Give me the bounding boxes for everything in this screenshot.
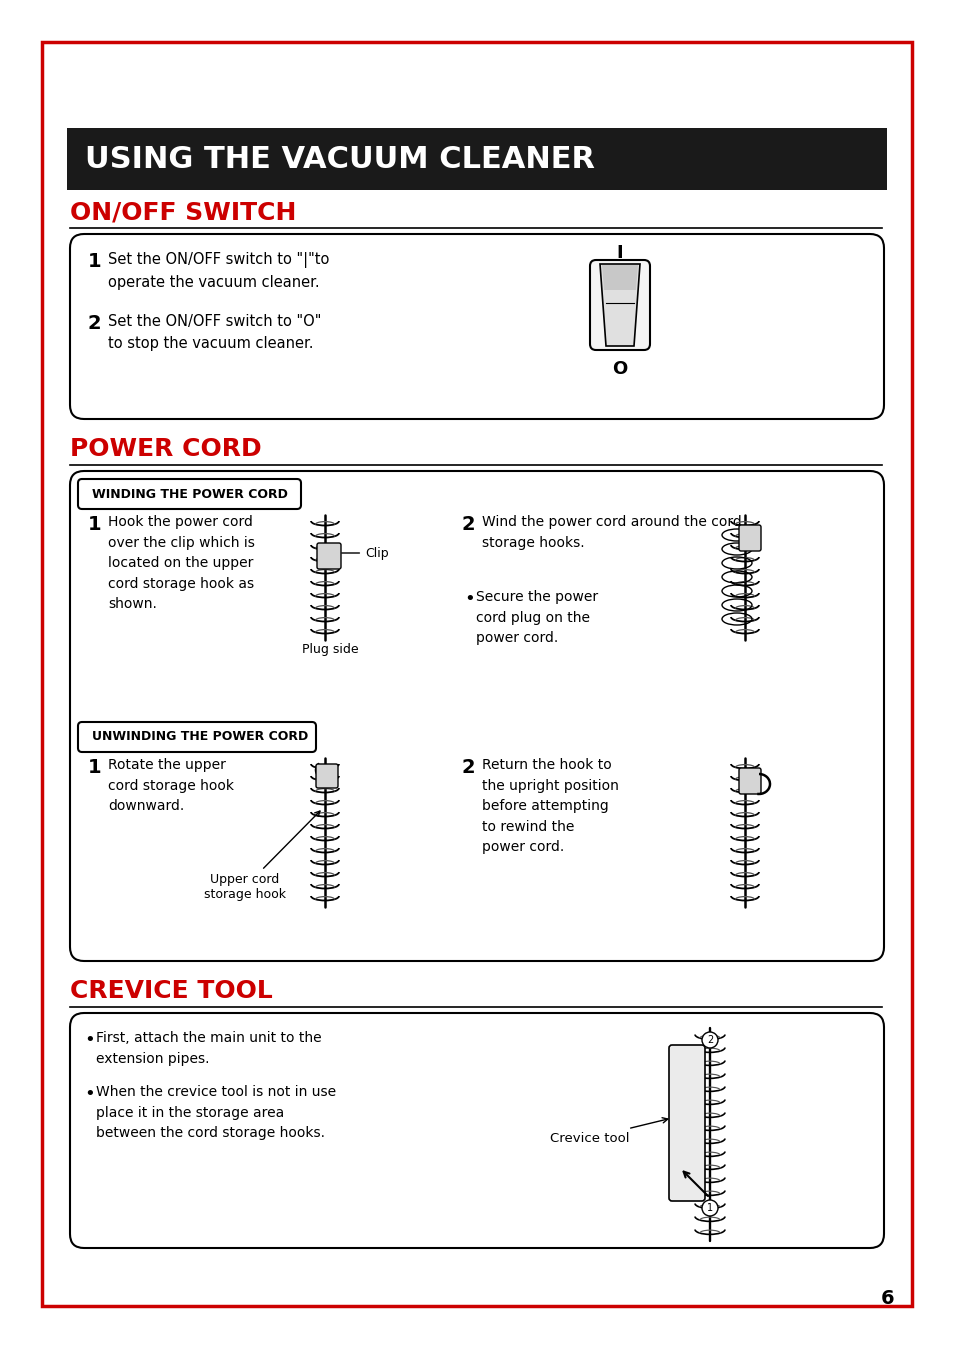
- Text: •: •: [84, 1031, 94, 1049]
- FancyBboxPatch shape: [739, 524, 760, 551]
- Text: CREVICE TOOL: CREVICE TOOL: [70, 979, 273, 1003]
- Polygon shape: [599, 264, 639, 346]
- Text: •: •: [84, 1085, 94, 1103]
- Text: Crevice tool: Crevice tool: [550, 1117, 667, 1144]
- FancyBboxPatch shape: [315, 764, 337, 789]
- Bar: [67, 128, 886, 190]
- Text: Return the hook to
the upright position
before attempting
to rewind the
power co: Return the hook to the upright position …: [481, 758, 618, 855]
- FancyBboxPatch shape: [668, 1045, 704, 1201]
- FancyBboxPatch shape: [78, 723, 315, 752]
- Text: 1: 1: [88, 252, 102, 271]
- Text: 1: 1: [88, 515, 102, 534]
- Text: Set the ON/OFF switch to "O"
to stop the vacuum cleaner.: Set the ON/OFF switch to "O" to stop the…: [108, 314, 321, 352]
- Text: Rotate the upper
cord storage hook
downward.: Rotate the upper cord storage hook downw…: [108, 758, 233, 813]
- Text: 2: 2: [461, 515, 476, 534]
- Circle shape: [701, 1200, 718, 1216]
- Text: USING THE VACUUM CLEANER: USING THE VACUUM CLEANER: [85, 144, 595, 174]
- Text: Wind the power cord around the cord
storage hooks.: Wind the power cord around the cord stor…: [481, 515, 741, 550]
- Text: 2: 2: [461, 758, 476, 776]
- Circle shape: [701, 1033, 718, 1047]
- FancyBboxPatch shape: [70, 470, 883, 961]
- Text: Clip: Clip: [341, 546, 388, 559]
- Text: Plug side: Plug side: [301, 643, 358, 656]
- Text: 1: 1: [706, 1202, 712, 1213]
- Text: 2: 2: [88, 314, 102, 333]
- Text: 2: 2: [706, 1035, 713, 1045]
- FancyBboxPatch shape: [70, 235, 883, 419]
- Text: ON/OFF SWITCH: ON/OFF SWITCH: [70, 200, 296, 224]
- Text: Upper cord
storage hook: Upper cord storage hook: [204, 811, 319, 900]
- Text: Set the ON/OFF switch to "|"to
operate the vacuum cleaner.: Set the ON/OFF switch to "|"to operate t…: [108, 252, 329, 290]
- Text: I: I: [616, 244, 622, 262]
- FancyBboxPatch shape: [78, 479, 301, 510]
- Text: POWER CORD: POWER CORD: [70, 437, 261, 461]
- Text: Secure the power
cord plug on the
power cord.: Secure the power cord plug on the power …: [476, 590, 598, 646]
- Text: •: •: [463, 590, 475, 608]
- Text: UNWINDING THE POWER CORD: UNWINDING THE POWER CORD: [91, 731, 308, 744]
- Text: First, attach the main unit to the
extension pipes.: First, attach the main unit to the exten…: [96, 1031, 321, 1066]
- Text: O: O: [612, 360, 627, 377]
- Text: Hook the power cord
over the clip which is
located on the upper
cord storage hoo: Hook the power cord over the clip which …: [108, 515, 254, 612]
- FancyBboxPatch shape: [739, 768, 760, 794]
- Text: 6: 6: [880, 1289, 893, 1308]
- Text: WINDING THE POWER CORD: WINDING THE POWER CORD: [91, 488, 288, 500]
- FancyBboxPatch shape: [316, 543, 340, 569]
- FancyBboxPatch shape: [70, 1012, 883, 1248]
- FancyBboxPatch shape: [589, 260, 649, 350]
- Text: 1: 1: [88, 758, 102, 776]
- Text: When the crevice tool is not in use
place it in the storage area
between the cor: When the crevice tool is not in use plac…: [96, 1085, 335, 1140]
- Polygon shape: [601, 266, 638, 290]
